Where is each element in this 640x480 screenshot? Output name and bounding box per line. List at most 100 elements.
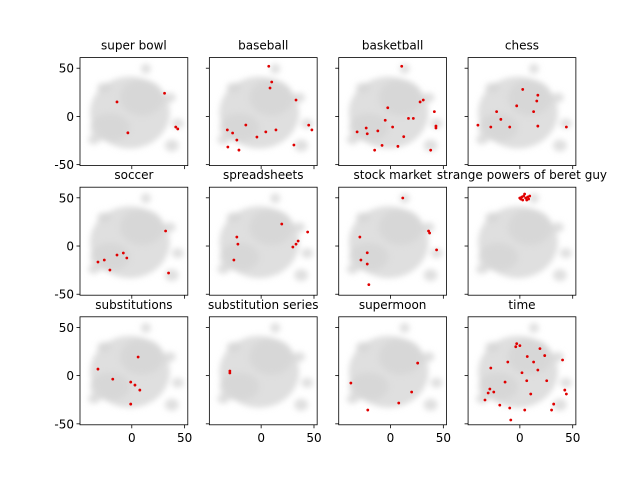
- data-point: [402, 135, 406, 139]
- data-point: [102, 258, 106, 262]
- data-point: [244, 123, 248, 127]
- data-point: [386, 106, 390, 110]
- data-point: [550, 408, 553, 412]
- data-point: [434, 126, 438, 130]
- data-point: [391, 125, 395, 129]
- data-point: [310, 128, 314, 132]
- data-point: [163, 91, 166, 95]
- data-point: [167, 271, 170, 275]
- data-point: [383, 118, 387, 122]
- subplot: substitution series 0 50: [205, 298, 322, 445]
- data-point: [416, 361, 420, 365]
- data-point: [136, 355, 140, 359]
- data-point: [111, 377, 115, 381]
- plot-area: [347, 64, 443, 152]
- data-point: [129, 380, 133, 384]
- data-point: [515, 104, 519, 108]
- data-point: [429, 148, 433, 152]
- y-tick-label: -50: [54, 417, 74, 431]
- data-point: [294, 98, 298, 102]
- data-point: [396, 144, 400, 148]
- y-tick-label: 50: [59, 62, 74, 76]
- x-tick-label: 0: [387, 431, 395, 445]
- data-point: [280, 222, 284, 226]
- data-point: [125, 256, 129, 260]
- data-point: [418, 100, 422, 104]
- data-point: [267, 64, 271, 68]
- data-point: [532, 360, 536, 364]
- data-point: [407, 116, 410, 120]
- data-point: [358, 235, 362, 239]
- x-tick-label: 0: [257, 431, 265, 445]
- data-point: [552, 402, 556, 406]
- data-point: [563, 388, 567, 392]
- data-point: [521, 88, 525, 91]
- data-point: [376, 129, 380, 133]
- plot-area: [217, 193, 313, 281]
- data-point: [498, 403, 502, 407]
- data-point: [228, 371, 232, 375]
- data-point: [255, 135, 259, 139]
- data-point: [523, 192, 527, 196]
- y-tick-label: -50: [54, 158, 74, 172]
- axes-frame: [338, 57, 447, 166]
- subplot-title: chess: [505, 39, 539, 53]
- data-point: [401, 196, 405, 200]
- data-point: [96, 367, 100, 371]
- plot-area: [217, 64, 314, 152]
- data-point: [365, 262, 369, 266]
- data-point: [434, 124, 438, 128]
- data-point: [525, 355, 529, 358]
- subplot-title: substitutions: [95, 298, 172, 312]
- data-point: [520, 195, 524, 199]
- x-tick-label: 50: [565, 431, 580, 445]
- subplot: stock market: [335, 168, 447, 299]
- data-point: [515, 342, 519, 346]
- data-point: [506, 360, 510, 364]
- data-point: [524, 196, 528, 200]
- subplot-title: baseball: [238, 39, 288, 53]
- subplot-title: supermoon: [359, 298, 427, 312]
- subplot-title: super bowl: [101, 39, 167, 53]
- data-point: [520, 371, 524, 375]
- data-point: [291, 245, 295, 249]
- subplot-title: spreadsheets: [223, 168, 303, 182]
- y-tick-label: 50: [59, 191, 74, 205]
- data-point: [525, 379, 529, 383]
- subplot: chess: [464, 39, 577, 170]
- data-point: [428, 231, 432, 235]
- data-point: [126, 131, 130, 135]
- data-point: [489, 125, 493, 129]
- data-point: [264, 130, 268, 134]
- data-point: [509, 418, 513, 422]
- plot-area: [347, 193, 443, 286]
- data-point: [228, 369, 232, 373]
- data-point: [306, 230, 310, 234]
- data-point: [488, 387, 492, 391]
- axes-frame: [79, 186, 189, 296]
- data-point: [514, 345, 518, 349]
- data-point: [545, 379, 549, 383]
- data-point: [564, 125, 568, 129]
- data-point: [367, 283, 371, 286]
- subplot: basketball: [335, 39, 447, 170]
- data-point: [307, 123, 311, 127]
- data-point: [292, 143, 296, 147]
- data-point: [518, 344, 522, 348]
- subplot: supermoon 0 50: [335, 298, 451, 445]
- data-point: [503, 380, 507, 384]
- data-point: [225, 128, 229, 132]
- data-point: [349, 381, 353, 385]
- data-point: [397, 401, 401, 405]
- data-point: [121, 251, 125, 255]
- axes-frame: [208, 316, 318, 426]
- subplot: super bowl -50 0 50: [54, 39, 189, 172]
- plot-area: [476, 64, 572, 152]
- plot-area: [217, 323, 313, 411]
- data-point: [174, 125, 178, 129]
- data-point: [364, 126, 368, 130]
- data-point: [432, 110, 436, 113]
- data-point: [543, 354, 547, 357]
- x-tick-label: 0: [516, 431, 524, 445]
